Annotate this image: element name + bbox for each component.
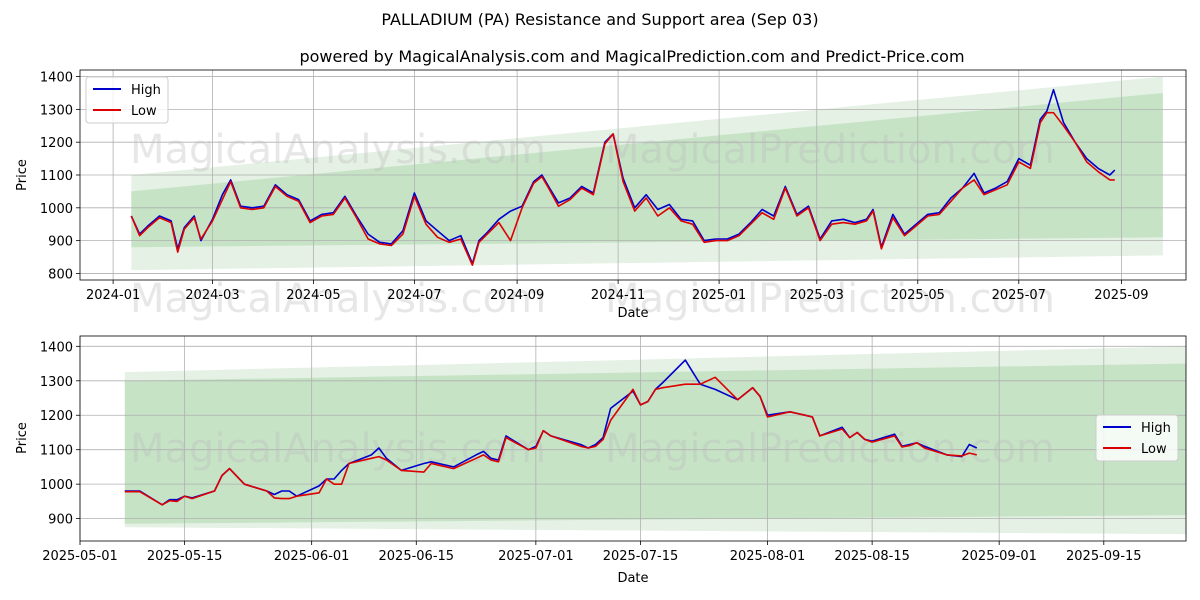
watermark-analysis-top: MagicalAnalysis.com — [130, 127, 546, 173]
bottom-y-tick-label: 1000 — [40, 478, 73, 493]
bottom-x-tick-label: 2025-06-15 — [379, 549, 455, 564]
bottom-x-ticks: 2025-05-01 2025-05-15 2025-06-01 2025-06-15… — [42, 541, 1142, 564]
bottom-x-tick-label: 2025-05-15 — [147, 549, 223, 564]
top-x-tick-label: 2024-01 — [86, 288, 140, 303]
top-legend-low-label: Low — [131, 104, 157, 119]
bottom-chart-panel: MagicalAnalysis.com MagicalPrediction.co… — [15, 335, 1187, 586]
bottom-y-tick-label: 1400 — [40, 340, 73, 355]
top-support-resistance-bands — [131, 76, 1163, 271]
bottom-plot-frame — [79, 335, 1187, 542]
bottom-band-inner — [124, 363, 1186, 524]
top-y-axis-label: Price — [15, 159, 30, 191]
bottom-y-tick-label: 1300 — [40, 375, 73, 390]
watermark-analysis-mid: MagicalAnalysis.com — [130, 276, 546, 322]
top-x-ticks: 2024-01 2024-03 2024-05 2024-07 2024-09 2024-… — [86, 280, 1149, 303]
watermark-prediction-top: MagicalPrediction.com — [605, 127, 1055, 173]
bottom-y-tick-label: 1200 — [40, 409, 73, 424]
chart-title: PALLADIUM (PA) Resistance and Support ar… — [381, 10, 818, 29]
bottom-legend: High Low — [1095, 414, 1179, 462]
top-band-inner — [131, 92, 1163, 248]
top-x-tick-label: 2024-11 — [591, 288, 645, 303]
bottom-support-resistance-bands — [124, 346, 1186, 535]
bottom-series-lines — [124, 359, 978, 506]
top-x-tick-label: 2025-07 — [992, 288, 1046, 303]
bottom-x-tick-label: 2025-06-01 — [274, 549, 350, 564]
top-chart-panel: MagicalAnalysis.com MagicalPrediction.co… — [15, 69, 1187, 322]
top-y-tick-label: 1300 — [40, 103, 73, 118]
bottom-x-tick-label: 2025-07-15 — [603, 549, 679, 564]
top-x-tick-label: 2024-05 — [286, 288, 340, 303]
top-x-tick-label: 2025-09 — [1094, 288, 1148, 303]
bottom-x-tick-label: 2025-08-15 — [834, 549, 910, 564]
top-y-tick-label: 1100 — [40, 169, 73, 184]
top-series-low-line — [130, 111, 1115, 267]
watermark-prediction-mid: MagicalPrediction.com — [605, 276, 1055, 322]
bottom-x-axis-label: Date — [617, 571, 648, 586]
bottom-y-ticks: 900 1000 1100 1200 1300 1400 — [40, 340, 80, 528]
bottom-y-axis-label: Price — [15, 422, 30, 454]
watermark-prediction-bottom: MagicalPrediction.com — [605, 426, 1055, 472]
top-x-tick-label: 2024-07 — [387, 288, 441, 303]
top-y-tick-label: 1200 — [40, 136, 73, 151]
bottom-x-tick-label: 2025-07-01 — [498, 549, 574, 564]
bottom-x-tick-label: 2025-09-15 — [1066, 549, 1142, 564]
top-x-tick-label: 2025-01 — [692, 288, 746, 303]
top-legend: High Low — [85, 76, 169, 124]
top-y-tick-label: 1400 — [40, 71, 73, 86]
top-y-tick-label: 800 — [48, 267, 73, 282]
top-gridlines — [80, 70, 1186, 280]
top-y-tick-label: 900 — [48, 235, 73, 250]
bottom-y-tick-label: 900 — [48, 513, 73, 528]
bottom-series-low-line — [124, 376, 977, 506]
bottom-legend-high-label: High — [1141, 421, 1171, 436]
top-legend-high-label: High — [131, 83, 161, 98]
top-x-tick-label: 2025-03 — [790, 288, 844, 303]
top-y-tick-label: 1000 — [40, 202, 73, 217]
top-x-tick-label: 2025-05 — [891, 288, 945, 303]
top-y-ticks: 800 900 1000 1100 1200 1300 1400 — [40, 71, 80, 282]
top-series-lines — [130, 88, 1116, 267]
top-x-axis-label: Date — [617, 306, 648, 321]
bottom-y-tick-label: 1100 — [40, 444, 73, 459]
chart-subtitle: powered by MagicalAnalysis.com and Magic… — [299, 47, 964, 66]
bottom-legend-low-label: Low — [1141, 442, 1167, 457]
top-x-tick-label: 2024-09 — [490, 288, 544, 303]
bottom-x-tick-label: 2025-08-01 — [730, 549, 806, 564]
bottom-x-tick-label: 2025-09-01 — [961, 549, 1037, 564]
bottom-x-tick-label: 2025-05-01 — [42, 549, 118, 564]
top-x-tick-label: 2024-03 — [185, 288, 239, 303]
watermark-analysis-bottom: MagicalAnalysis.com — [130, 426, 546, 472]
